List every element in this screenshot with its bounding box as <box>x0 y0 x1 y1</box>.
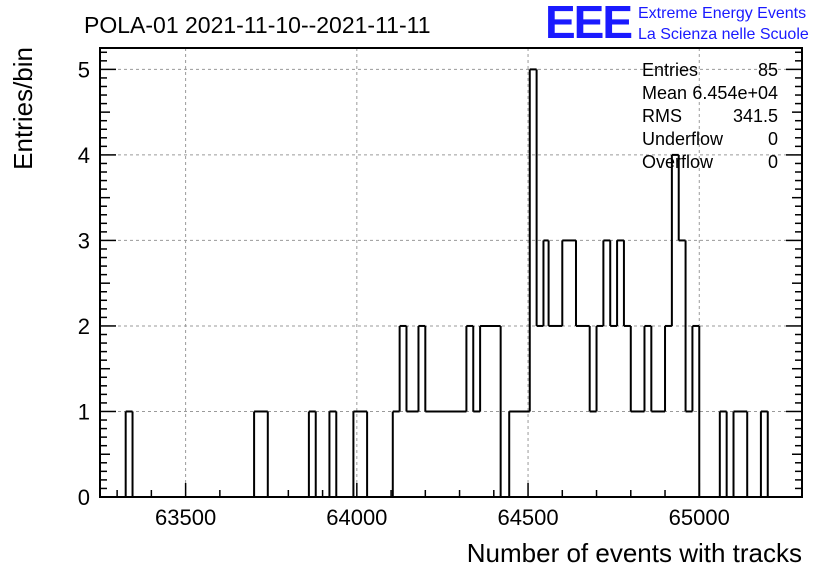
stats-value: 6.454e+04 <box>692 83 778 103</box>
histogram-bin <box>643 324 652 412</box>
stats-row: Mean 6.454e+04 <box>642 83 778 103</box>
histogram-bin <box>508 410 530 497</box>
axes <box>99 47 803 498</box>
histogram-bin <box>405 325 419 413</box>
stats-value: 85 <box>758 60 778 80</box>
histogram-bin <box>307 410 317 497</box>
stats-box: Entries 85 Mean 6.454e+04 RMS 341.5 Underflow 0… <box>642 60 778 172</box>
logo-subtitle-line: La Scienza nelle Scuole <box>638 26 809 43</box>
histogram-series <box>124 68 769 497</box>
histogram-bin <box>691 324 701 497</box>
histogram-bin <box>535 69 544 327</box>
stats-value: 341.5 <box>733 106 778 126</box>
grid <box>100 48 802 497</box>
logo-title-line: Extreme Energy Events <box>638 5 806 22</box>
histogram-bin <box>622 240 631 327</box>
histogram-bin <box>124 410 134 497</box>
histogram-bin <box>479 324 502 497</box>
histogram-bin <box>391 410 400 497</box>
histogram-bin <box>616 239 624 326</box>
y-axis-title: Entries/bin <box>8 47 38 170</box>
histogram-bin <box>609 240 618 327</box>
plot-frame <box>99 47 803 498</box>
histogram-bin <box>650 325 666 413</box>
y-tick-label: 3 <box>78 228 90 253</box>
stats-row: Overflow 0 <box>642 152 778 172</box>
x-tick-label: 64000 <box>326 505 387 530</box>
stats-row: Entries 85 <box>642 60 778 80</box>
stats-value: 0 <box>768 129 778 149</box>
stats-label: Mean <box>642 83 687 103</box>
y-tick-label: 2 <box>78 314 90 339</box>
stats-row: RMS 341.5 <box>642 106 778 126</box>
histogram-bin <box>465 324 474 412</box>
histogram-bin <box>561 239 576 326</box>
x-tick-label: 65000 <box>669 505 730 530</box>
histogram-bin <box>677 154 686 242</box>
histogram-bin <box>759 410 769 497</box>
stats-value: 0 <box>768 152 778 172</box>
histogram-bin <box>602 239 611 326</box>
eee-logo: EEE Extreme Energy Events La Scienza nel… <box>545 0 809 48</box>
histogram-bin <box>670 153 679 326</box>
stats-label: Entries <box>642 60 698 80</box>
stats-label: Underflow <box>642 129 724 149</box>
eee-logo-mark: EEE <box>545 0 631 48</box>
histogram-bin <box>684 240 693 413</box>
stats-label: Overflow <box>642 152 714 172</box>
x-tick-label: 63500 <box>155 505 216 530</box>
histogram-bin <box>574 240 590 327</box>
histogram-bin <box>472 325 481 413</box>
histogram-bin <box>664 324 672 412</box>
histogram-bin <box>732 410 749 497</box>
y-tick-label: 5 <box>78 57 90 82</box>
histogram-bin <box>424 325 467 413</box>
histogram-bin <box>328 410 338 497</box>
histogram-bin <box>629 325 645 413</box>
histogram-bin <box>398 324 407 412</box>
histogram-bin <box>588 325 597 413</box>
x-ticks: 63500 64000 64500 65000 <box>116 483 803 530</box>
histogram-bin <box>718 410 728 497</box>
x-axis-title: Number of events with tracks <box>467 538 802 568</box>
histogram-bin <box>595 324 604 412</box>
histogram-bin <box>417 324 426 412</box>
y-tick-label: 4 <box>78 143 90 168</box>
chart-title: POLA-01 2021-11-10--2021-11-11 <box>84 12 431 38</box>
histogram-bin <box>253 410 269 497</box>
x-tick-label: 64500 <box>497 505 558 530</box>
histogram-bin <box>547 240 563 327</box>
stats-label: RMS <box>642 106 682 126</box>
histogram-bin <box>352 410 369 497</box>
histogram-bin <box>528 68 537 412</box>
y-tick-label: 0 <box>78 485 90 510</box>
y-ticks: 0 1 2 3 4 5 <box>78 51 802 510</box>
y-tick-label: 1 <box>78 399 90 424</box>
stats-row: Underflow 0 <box>642 129 778 149</box>
